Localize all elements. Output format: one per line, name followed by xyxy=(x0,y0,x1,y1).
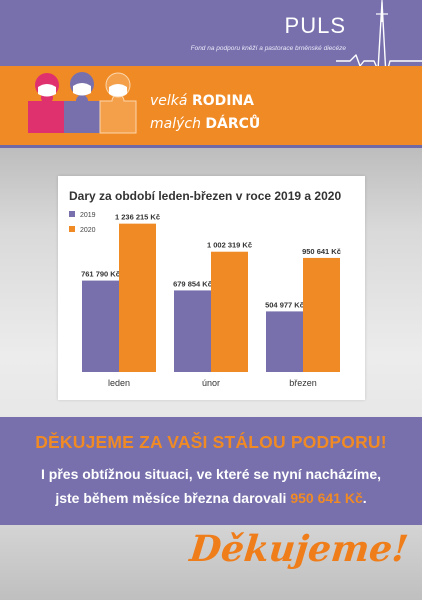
bar-2020-únor xyxy=(211,251,248,372)
legend-swatch-2019 xyxy=(69,211,75,217)
bar-chart: Dary za období leden-březen v roce 2019 … xyxy=(69,189,341,388)
thanks-band xyxy=(0,417,422,525)
header-band xyxy=(0,0,422,66)
bar-2019-březen xyxy=(266,311,303,372)
data-label-2019-březen: 504 977 Kč xyxy=(265,300,304,309)
x-tick-únor: únor xyxy=(202,378,220,388)
thanks-line-2-text: jste během měsíce března darovali xyxy=(55,490,287,506)
data-label-2020-leden: 1 236 215 Kč xyxy=(115,213,160,222)
chart-card: Dary za období leden-březen v roce 2019 … xyxy=(58,176,365,400)
campaign-word-malych: malých xyxy=(150,116,201,132)
campaign-title: velká RODINA malých DÁRCŮ xyxy=(150,90,260,136)
campaign-line-1: velká RODINA xyxy=(150,90,260,113)
puzzle-people-logo xyxy=(28,72,137,134)
brand-title: PULS xyxy=(284,13,346,38)
donated-amount: 950 641 Kč xyxy=(290,490,363,506)
data-label-2019-leden: 761 790 Kč xyxy=(81,270,120,279)
data-label-2019-únor: 679 854 Kč xyxy=(173,279,212,288)
legend-swatch-2020 xyxy=(69,226,75,232)
signoff-script: Děkujeme! xyxy=(187,528,411,570)
thanks-message: I přes obtížnou situaci, ve které se nyn… xyxy=(0,462,422,510)
legend-label-2019: 2019 xyxy=(80,212,96,219)
thanks-line-1: I přes obtížnou situaci, ve které se nyn… xyxy=(41,466,381,482)
campaign-word-rodina: RODINA xyxy=(191,93,255,109)
bar-group: 761 790 Kč 1 236 215 Kč leden 679 854 Kč 1 0… xyxy=(81,213,341,388)
thanks-line-2-end: . xyxy=(362,490,367,506)
bar-2020-leden xyxy=(119,223,156,372)
data-label-2020-březen: 950 641 Kč xyxy=(302,247,341,256)
data-label-2020-únor: 1 002 319 Kč xyxy=(207,241,252,250)
x-tick-březen: březen xyxy=(289,378,317,388)
bar-2020-březen xyxy=(303,257,340,372)
divider xyxy=(0,145,422,148)
campaign-line-2: malých DÁRCŮ xyxy=(150,113,260,136)
campaign-word-velka: velká xyxy=(150,93,188,109)
legend-label-2020: 2020 xyxy=(80,227,96,234)
bar-2019-únor xyxy=(174,290,211,372)
thanks-heading: DĚKUJEME ZA VAŠI STÁLOU PODPORU! xyxy=(35,432,387,452)
campaign-word-darcu: DÁRCŮ xyxy=(205,116,261,132)
thanks-line-2: jste během měsíce března darovali 950 64… xyxy=(0,486,422,510)
brand-tagline: Fond na podporu kněží a pastorace brněns… xyxy=(190,45,346,52)
x-tick-leden: leden xyxy=(108,378,130,388)
bar-2019-leden xyxy=(82,280,119,372)
chart-title: Dary za období leden-březen v roce 2019 … xyxy=(69,189,341,203)
